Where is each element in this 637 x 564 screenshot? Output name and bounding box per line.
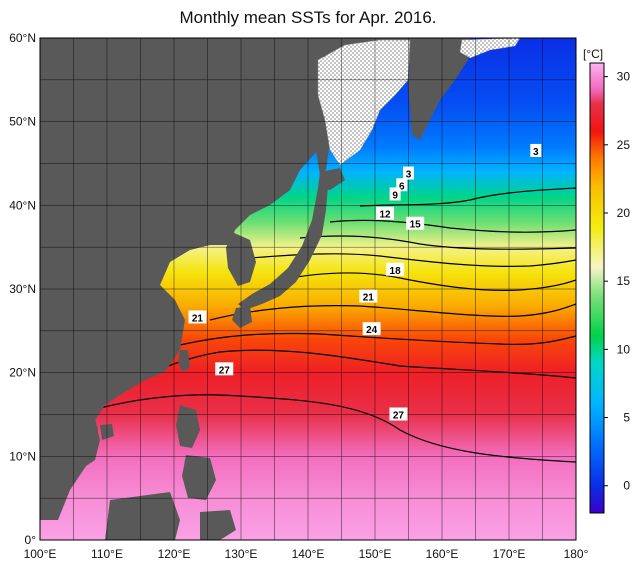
asian-continent	[40, 38, 420, 478]
color-bar: [°C] 0 5 10 15 20 25 30	[583, 47, 630, 514]
latitude-tick-label: 30°N	[9, 282, 36, 296]
latitude-tick-label: 0°	[25, 533, 37, 547]
map-title: Monthly mean SSTs for Apr. 2016.	[179, 8, 437, 27]
isotherm-label-background	[386, 262, 405, 276]
isotherm-label: 3	[406, 170, 412, 181]
borneo	[105, 492, 180, 540]
isotherm-label: 21	[192, 313, 204, 324]
bering-sea-ice	[459, 38, 521, 59]
isotherm-label-background	[359, 289, 378, 303]
colorbar-scale	[589, 62, 605, 514]
longitude-tick-label: 100°E	[24, 547, 57, 561]
longitude-tick-label: 130°E	[225, 547, 258, 561]
isotherm-label: 27	[219, 365, 231, 376]
colorbar-ticks: 0 5 10 15 20 25 30	[604, 70, 630, 493]
lat-lon-grid	[40, 38, 576, 540]
isotherm-12	[249, 253, 576, 267]
isotherm-label: 3	[533, 147, 539, 158]
taiwan	[178, 350, 190, 372]
longitude-tick-label: 150°E	[359, 547, 392, 561]
colorbar-tick-label: 5	[623, 411, 630, 425]
isotherm-label-background	[389, 187, 401, 201]
colorbar-tick-label: 20	[617, 206, 631, 220]
longitude-tick-label: 120°E	[158, 547, 191, 561]
indochina	[40, 400, 98, 520]
isotherm-label: 15	[410, 220, 422, 231]
isotherm-label-background	[362, 322, 381, 336]
isotherm-27	[99, 394, 576, 463]
isotherm-label: 24	[366, 325, 378, 336]
isotherm-label: 9	[392, 190, 398, 201]
land-masses	[40, 38, 470, 540]
latitude-tick-label: 50°N	[9, 115, 36, 129]
sulawesi-region	[200, 510, 236, 540]
isotherm-9	[299, 235, 576, 250]
isotherm-15	[279, 272, 576, 291]
isotherm-label: 18	[390, 266, 402, 277]
longitude-tick-label: 160°E	[426, 547, 459, 561]
kamchatka	[408, 38, 470, 140]
latitude-tick-label: 20°N	[9, 366, 36, 380]
isotherm-label-background	[396, 178, 408, 192]
longitude-tick-label: 180°	[564, 547, 589, 561]
kyushu	[232, 306, 252, 328]
isotherm-21	[179, 332, 576, 346]
colorbar-tick-label: 30	[617, 70, 631, 84]
isotherm-label-background	[530, 143, 542, 157]
sea-of-okhotsk-ice	[317, 39, 411, 166]
isotherm-label: 6	[399, 181, 405, 192]
isotherm-label-background	[376, 206, 395, 220]
hokkaido	[318, 168, 345, 190]
isotherm-label: 21	[363, 293, 375, 304]
latitude-tick-labels: 0° 10°N 20°N 30°N 40°N 50°N 60°N	[9, 31, 36, 547]
colorbar-tick-label: 25	[617, 138, 631, 152]
sea-ice-cover	[317, 38, 521, 166]
colorbar-tick-label: 15	[617, 274, 631, 288]
isotherm-6	[329, 219, 576, 233]
latitude-tick-label: 10°N	[9, 449, 36, 463]
isotherm-label-background	[403, 166, 414, 180]
japan-honshu	[238, 186, 328, 310]
colorbar-tick-label: 0	[623, 479, 630, 493]
plot-frame	[39, 37, 577, 541]
isotherm-label: 12	[379, 210, 391, 221]
isotherm-label: 27	[393, 411, 405, 422]
isotherm-label-background	[215, 362, 234, 376]
colorbar-unit: [°C]	[583, 47, 603, 61]
latitude-tick-label: 40°N	[9, 198, 36, 212]
isotherm-label-background	[389, 407, 408, 421]
longitude-tick-labels: 100°E 110°E 120°E 130°E 140°E 150°E 160°E 170°E…	[24, 547, 589, 561]
luzon	[176, 405, 200, 448]
isotherm-label-background	[188, 310, 207, 324]
longitude-tick-label: 170°E	[493, 547, 526, 561]
latitude-tick-label: 60°N	[9, 31, 36, 45]
longitude-tick-label: 110°E	[91, 547, 123, 561]
isotherm-label-background	[406, 216, 425, 230]
longitude-tick-label: 140°E	[292, 547, 325, 561]
colorbar-tick-label: 10	[617, 342, 631, 356]
